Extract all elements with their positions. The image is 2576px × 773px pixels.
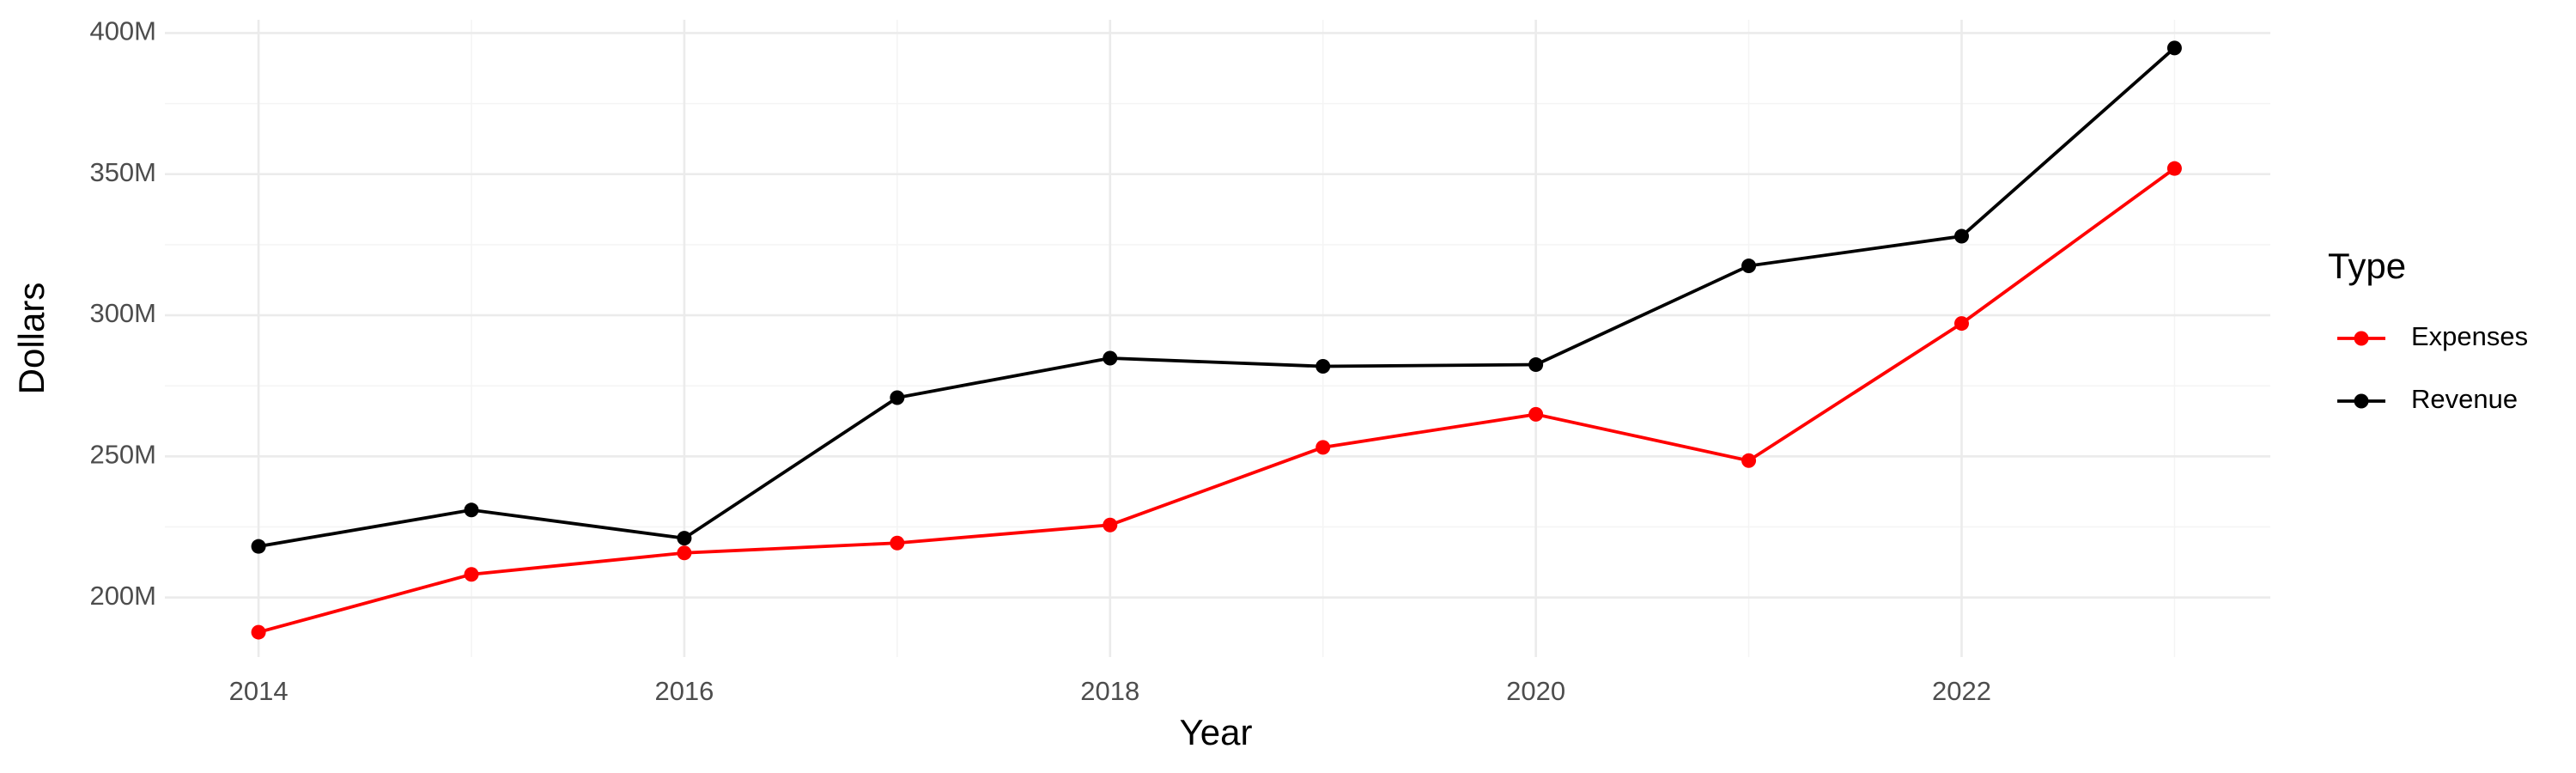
legend-label: Expenses bbox=[2411, 321, 2528, 351]
legend-key-point bbox=[2354, 393, 2369, 409]
y-tick-label: 200M bbox=[89, 581, 156, 611]
x-tick-label: 2014 bbox=[229, 676, 289, 706]
y-tick-label: 250M bbox=[89, 440, 156, 470]
data-point bbox=[2166, 40, 2182, 56]
y-tick-label: 400M bbox=[89, 16, 156, 46]
data-point bbox=[677, 531, 692, 546]
series-line bbox=[258, 46, 2176, 549]
data-point bbox=[251, 624, 266, 640]
data-point bbox=[1103, 517, 1118, 533]
data-point bbox=[1528, 406, 1544, 422]
y-tick-label: 300M bbox=[89, 298, 156, 328]
y-axis-title: Dollars bbox=[11, 283, 52, 395]
x-tick-label: 2016 bbox=[654, 676, 714, 706]
data-point bbox=[464, 567, 479, 582]
series-line bbox=[258, 167, 2176, 634]
data-point bbox=[1315, 440, 1331, 455]
legend-key-point bbox=[2354, 331, 2369, 346]
data-point bbox=[1741, 259, 1757, 274]
x-tick-label: 2022 bbox=[1932, 676, 1991, 706]
data-point bbox=[2166, 161, 2182, 176]
x-tick-label: 2020 bbox=[1506, 676, 1565, 706]
data-point bbox=[677, 545, 692, 561]
data-point bbox=[1954, 316, 1970, 332]
data-point bbox=[1954, 228, 1970, 244]
legend-title: Type bbox=[2328, 246, 2406, 286]
x-axis-title: Year bbox=[1180, 712, 1253, 752]
y-tick-label: 350M bbox=[89, 157, 156, 187]
data-point bbox=[1741, 453, 1757, 468]
legend-label: Revenue bbox=[2411, 384, 2518, 414]
data-point bbox=[1528, 357, 1544, 373]
data-point bbox=[1103, 350, 1118, 366]
data-point bbox=[890, 535, 905, 551]
data-point bbox=[464, 502, 479, 518]
data-point bbox=[1315, 359, 1331, 374]
data-point bbox=[890, 390, 905, 405]
data-point bbox=[251, 539, 266, 554]
x-tick-label: 2018 bbox=[1080, 676, 1139, 706]
